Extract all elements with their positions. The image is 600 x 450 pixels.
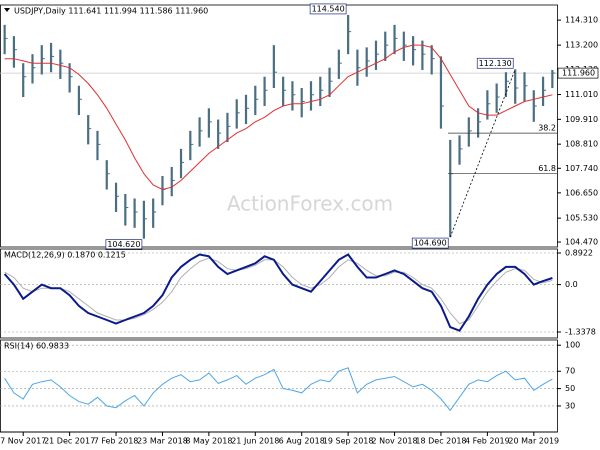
fib-label: 38.2 <box>538 124 556 133</box>
price-annotation: 114.540 <box>309 3 347 15</box>
annotation-label: 114.540 <box>312 4 345 13</box>
x-tick-label: 8 May 2018 <box>185 437 232 446</box>
macd-line <box>4 257 553 325</box>
moving-average <box>4 44 553 191</box>
y-tick-label: 111.010 <box>565 90 598 99</box>
y-tick-label: 104.470 <box>565 238 598 247</box>
y-tick-label: 106.650 <box>565 188 598 197</box>
y-tick-label: 0.8922 <box>565 248 593 257</box>
panel-title: RSI(14) 60.9833 <box>4 342 69 351</box>
x-tick-label: 23 Mar 2018 <box>137 437 188 446</box>
annotation-label: 112.130 <box>479 59 512 68</box>
price-annotation: 104.620 <box>105 239 143 251</box>
x-tick-label: 4 Feb 2019 <box>465 437 510 446</box>
x-tick-label: 2 Nov 2018 <box>371 437 417 446</box>
x-tick-label: 19 Sep 2018 <box>323 437 374 446</box>
annotation-box <box>411 237 449 249</box>
macd-line <box>3 253 553 332</box>
y-tick-label: 107.740 <box>565 164 598 173</box>
x-tick-label: 7 Nov 2017 <box>0 437 46 446</box>
annotation-box <box>476 57 514 69</box>
last-price-label: 111.960 <box>562 69 595 78</box>
y-tick-label: 0.0 <box>565 280 578 289</box>
x-tick-label: 21 Dec 2017 <box>44 437 95 446</box>
annotation-label: 104.690 <box>414 239 447 248</box>
panel-frame <box>0 4 558 248</box>
trend-line <box>449 69 516 238</box>
x-tick-label: 20 Mar 2019 <box>508 437 559 446</box>
y-tick-label: 108.810 <box>565 140 598 149</box>
rsi-line <box>4 367 553 412</box>
y-tick-label: 50 <box>565 384 575 393</box>
x-tick-label: 6 Aug 2018 <box>279 437 325 446</box>
price-annotation: 112.130 <box>476 57 514 69</box>
y-tick-label: 109.910 <box>565 115 598 124</box>
price-annotation: 104.690 <box>411 237 449 249</box>
panel-title: USDJPY,Daily 111.641 111.994 111.586 111… <box>14 7 208 16</box>
watermark: ActionForex.com <box>227 192 393 216</box>
y-tick-label: 105.530 <box>565 214 598 223</box>
annotation-box <box>105 239 143 251</box>
menu-arrow <box>4 8 10 12</box>
y-tick-label: 30 <box>565 401 575 410</box>
y-tick-label: 100 <box>565 341 580 350</box>
panel-title: MACD(12,26,9) 0.1870 0.1215 <box>4 251 126 260</box>
annotation-label: 104.620 <box>107 240 140 249</box>
fib-label: 61.8 <box>538 164 556 173</box>
x-tick-label: 18 Dec 2018 <box>415 437 466 446</box>
y-tick-label: -1.3378 <box>565 328 596 337</box>
last-price-box <box>557 67 599 79</box>
x-tick-label: 7 Feb 2018 <box>94 437 139 446</box>
y-tick-label: 70 <box>565 367 575 376</box>
y-tick-label: 113.200 <box>565 41 598 50</box>
panel-frame <box>0 248 558 339</box>
annotation-box <box>309 3 347 15</box>
x-tick-label: 21 Jun 2018 <box>231 437 279 446</box>
y-tick-label: 114.310 <box>565 16 598 25</box>
